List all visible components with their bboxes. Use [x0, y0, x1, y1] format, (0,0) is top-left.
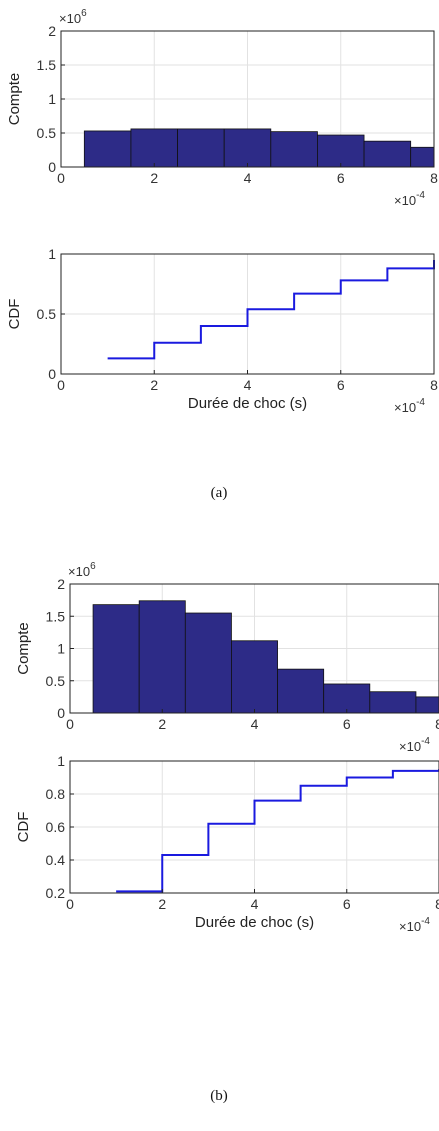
y-axis-label: CDF [15, 812, 32, 843]
x-tick-label: 4 [244, 170, 252, 186]
x-tick-label: 8 [435, 716, 439, 732]
histogram-bar [270, 131, 318, 168]
caption-a: (a) [211, 485, 228, 501]
histogram-bar [415, 696, 439, 714]
x-tick-label: 8 [435, 896, 439, 912]
y-tick-label: 0.2 [46, 885, 66, 901]
y-tick-label: 2 [57, 576, 65, 592]
x-exponent-base: ×10 [394, 193, 416, 208]
y-tick-label: 1.5 [46, 608, 66, 624]
histogram-bar [138, 600, 186, 714]
histogram-bar [231, 640, 278, 714]
y-tick-label: 0.6 [46, 819, 66, 835]
x-exponent-power: -4 [421, 736, 430, 747]
x-exponent-power: -4 [416, 397, 425, 408]
y-tick-label: 0 [48, 366, 56, 382]
x-tick-label: 0 [57, 170, 65, 186]
y-tick-label: 1 [57, 641, 65, 657]
histogram-bar [184, 612, 232, 714]
x-axis-label: Durée de choc (s) [195, 914, 314, 931]
x-tick-label: 8 [430, 377, 438, 393]
x-tick-label: 2 [150, 377, 158, 393]
cdf-step-line [116, 769, 439, 893]
y-tick-label: 1.5 [37, 57, 57, 73]
histogram-bar [410, 146, 435, 168]
x-tick-label: 6 [343, 716, 351, 732]
y-tick-label: 1 [57, 753, 65, 769]
y-tick-label: 0.4 [46, 852, 66, 868]
y-tick-label: 0 [48, 159, 56, 175]
x-tick-label: 4 [244, 377, 252, 393]
x-tick-label: 6 [337, 377, 345, 393]
y-exponent-power: 6 [90, 561, 96, 572]
cdf-step-line [107, 260, 435, 360]
y-tick-label: 1 [48, 246, 56, 262]
y-axis-label: Compte [15, 622, 32, 675]
histogram-bar [323, 683, 371, 714]
y-tick-label: 0.8 [46, 786, 66, 802]
x-exponent-label: ×10-4 [394, 397, 425, 415]
x-tick-label: 4 [251, 716, 259, 732]
x-exponent-label: ×10-4 [394, 190, 425, 208]
x-exponent-base: ×10 [399, 919, 421, 934]
y-tick-label: 0 [57, 705, 65, 721]
y-axis-label: CDF [6, 299, 23, 330]
x-exponent-label: ×10-4 [399, 916, 430, 934]
x-tick-label: 6 [337, 170, 345, 186]
y-axis-label: Compte [6, 73, 23, 126]
y-exponent-label: ×106 [59, 8, 87, 26]
x-exponent-power: -4 [416, 190, 425, 201]
chart-a-bottom: 0 2 4 6 8 0 0.5 1 ×10-4 CDF Durée de choc (s) [6, 246, 438, 415]
histogram-bar [369, 691, 417, 714]
histogram-bar [92, 604, 140, 714]
y-tick-label: 0.5 [37, 125, 57, 141]
chart-b-bottom: 0 2 4 6 8 0.2 0.4 0.6 0.8 1 ×10-4 CDF Durée de choc … [15, 753, 439, 934]
y-tick-label: 0.5 [46, 673, 66, 689]
y-exponent-label: ×106 [68, 561, 96, 579]
histogram-bar [363, 140, 412, 168]
x-tick-label: 4 [251, 896, 259, 912]
x-exponent-power: -4 [421, 916, 430, 927]
histogram-bar [223, 128, 272, 168]
x-axis-label: Durée de choc (s) [188, 395, 307, 412]
y-exponent-base: ×10 [68, 564, 90, 579]
caption-b: (b) [210, 1088, 228, 1104]
histogram-bar [83, 130, 132, 168]
x-tick-label: 2 [158, 896, 166, 912]
y-exponent-base: ×10 [59, 11, 81, 26]
x-exponent-label: ×10-4 [399, 736, 430, 754]
histogram-bar [317, 134, 365, 168]
x-tick-label: 2 [158, 716, 166, 732]
x-exponent-base: ×10 [394, 400, 416, 415]
y-tick-label: 2 [48, 23, 56, 39]
x-tick-label: 0 [66, 896, 74, 912]
x-tick-label: 8 [430, 170, 438, 186]
histogram-bar [130, 128, 178, 168]
y-tick-label: 1 [48, 91, 56, 107]
histogram-bar [277, 668, 325, 714]
x-tick-label: 6 [343, 896, 351, 912]
histogram-bar [177, 128, 225, 168]
x-tick-label: 0 [66, 716, 74, 732]
x-exponent-base: ×10 [399, 739, 421, 754]
y-tick-label: 0.5 [37, 306, 57, 322]
x-tick-label: 0 [57, 377, 65, 393]
x-tick-label: 2 [150, 170, 158, 186]
y-exponent-power: 6 [81, 8, 87, 19]
